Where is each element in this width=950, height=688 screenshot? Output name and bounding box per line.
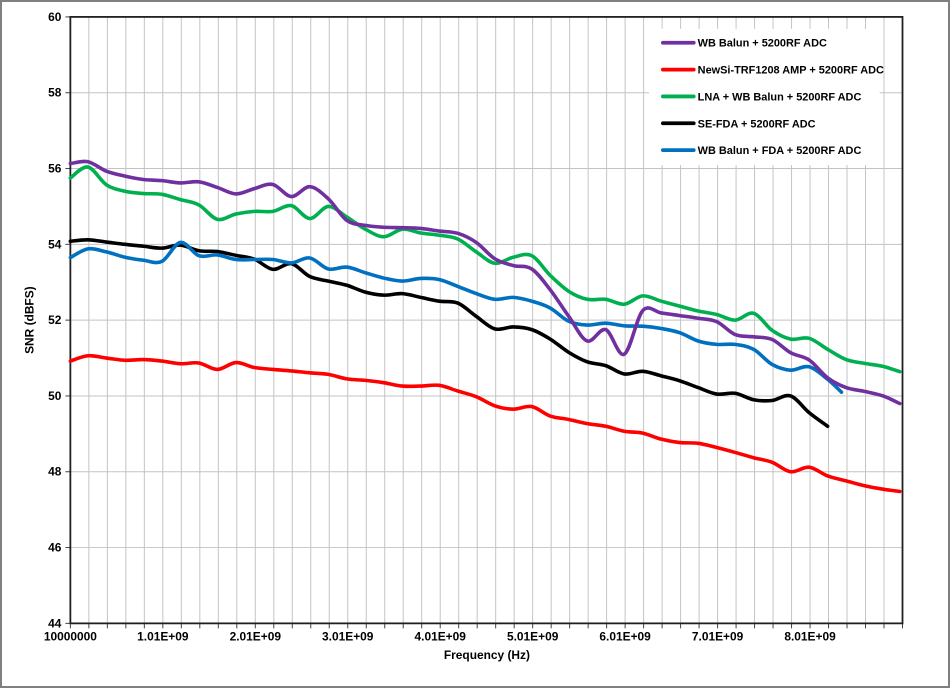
- legend-label-wb-balun-fda-5200rf-adc: WB Balun + FDA + 5200RF ADC: [698, 145, 862, 157]
- legend-label-se-fda-5200rf-adc: SE-FDA + 5200RF ADC: [698, 118, 816, 130]
- x-axis-title: Frequency (Hz): [444, 648, 530, 662]
- legend-label-newsi-trf1208-amp-5200rf-adc: NewSi-TRF1208 AMP + 5200RF ADC: [698, 65, 884, 77]
- series-line-newsi-trf1208-amp-5200rf-adc: [68, 353, 902, 494]
- y-tick-label: 44: [48, 616, 62, 630]
- y-tick-label: 48: [48, 465, 62, 479]
- x-tick-label: 5.01E+09: [507, 629, 559, 643]
- series-line-lna-wb-balun-5200rf-adc: [68, 165, 902, 374]
- x-tick-label: 6.01E+09: [599, 629, 651, 643]
- x-tick-label: 3.01E+09: [322, 629, 374, 643]
- x-tick-label: 7.01E+09: [692, 629, 744, 643]
- series-line-wb-balun-fda-5200rf-adc: [68, 240, 844, 394]
- series-line-se-fda-5200rf-adc: [68, 237, 830, 429]
- x-tick-label: 2.01E+09: [230, 629, 282, 643]
- x-tick-label: 10000000: [44, 629, 97, 643]
- x-tick-label: 1.01E+09: [137, 629, 189, 643]
- y-tick-label: 60: [48, 10, 62, 24]
- chart-layers: 10000000 1.01E+09 2.01E+09 3.01E+09 4.01E+09…: [44, 10, 904, 643]
- legend-label-wb-balun-5200rf-adc: WB Balun + 5200RF ADC: [698, 38, 827, 50]
- x-tick-label: 4.01E+09: [415, 629, 467, 643]
- y-tick-label: 58: [48, 86, 62, 100]
- y-tick-label: 50: [48, 389, 62, 403]
- y-tick-label: 56: [48, 162, 62, 176]
- y-tick-label: 52: [48, 313, 62, 327]
- y-tick-label: 46: [48, 541, 62, 555]
- legend-label-lna-wb-balun-5200rf-adc: LNA + WB Balun + 5200RF ADC: [698, 91, 862, 103]
- y-axis-title: SNR (dBFS): [23, 286, 37, 354]
- y-tick-label: 54: [48, 237, 62, 251]
- x-tick-label: 8.01E+09: [784, 629, 836, 643]
- series-line-wb-balun-5200rf-adc: [68, 159, 902, 406]
- plot-border: [69, 16, 904, 625]
